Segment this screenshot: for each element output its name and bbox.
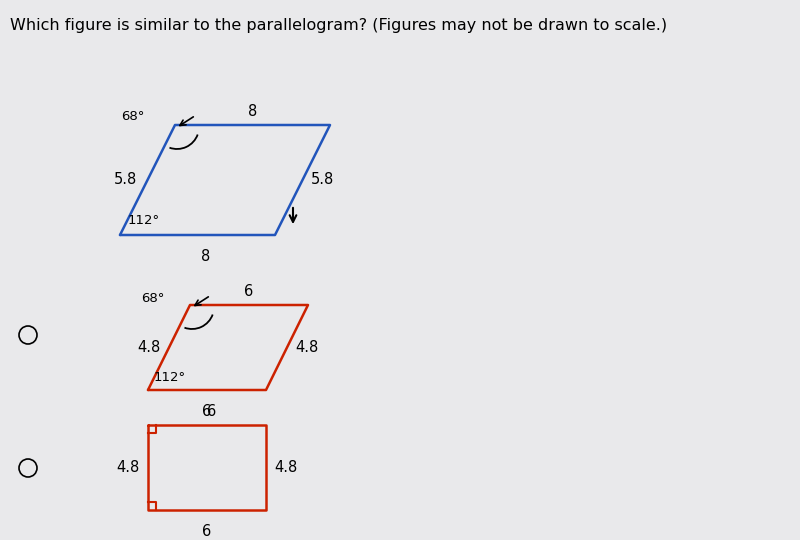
Text: Which figure is similar to the parallelogram? (Figures may not be drawn to scale: Which figure is similar to the parallelo… bbox=[10, 18, 667, 33]
Text: 8: 8 bbox=[248, 104, 257, 119]
Text: 8: 8 bbox=[201, 249, 210, 264]
Text: 5.8: 5.8 bbox=[114, 172, 138, 187]
Text: 4.8: 4.8 bbox=[117, 460, 140, 475]
Text: 68°: 68° bbox=[122, 111, 145, 124]
Text: 6: 6 bbox=[202, 524, 212, 539]
Text: 4.8: 4.8 bbox=[138, 340, 161, 355]
Text: 112°: 112° bbox=[154, 371, 186, 384]
Text: 5.8: 5.8 bbox=[310, 172, 334, 187]
Text: 4.8: 4.8 bbox=[295, 340, 318, 355]
Text: 6: 6 bbox=[244, 284, 254, 299]
Text: 68°: 68° bbox=[142, 293, 165, 306]
Text: 6: 6 bbox=[202, 404, 212, 419]
Text: 6: 6 bbox=[207, 404, 217, 419]
Text: 112°: 112° bbox=[128, 214, 160, 227]
Text: 4.8: 4.8 bbox=[274, 460, 298, 475]
